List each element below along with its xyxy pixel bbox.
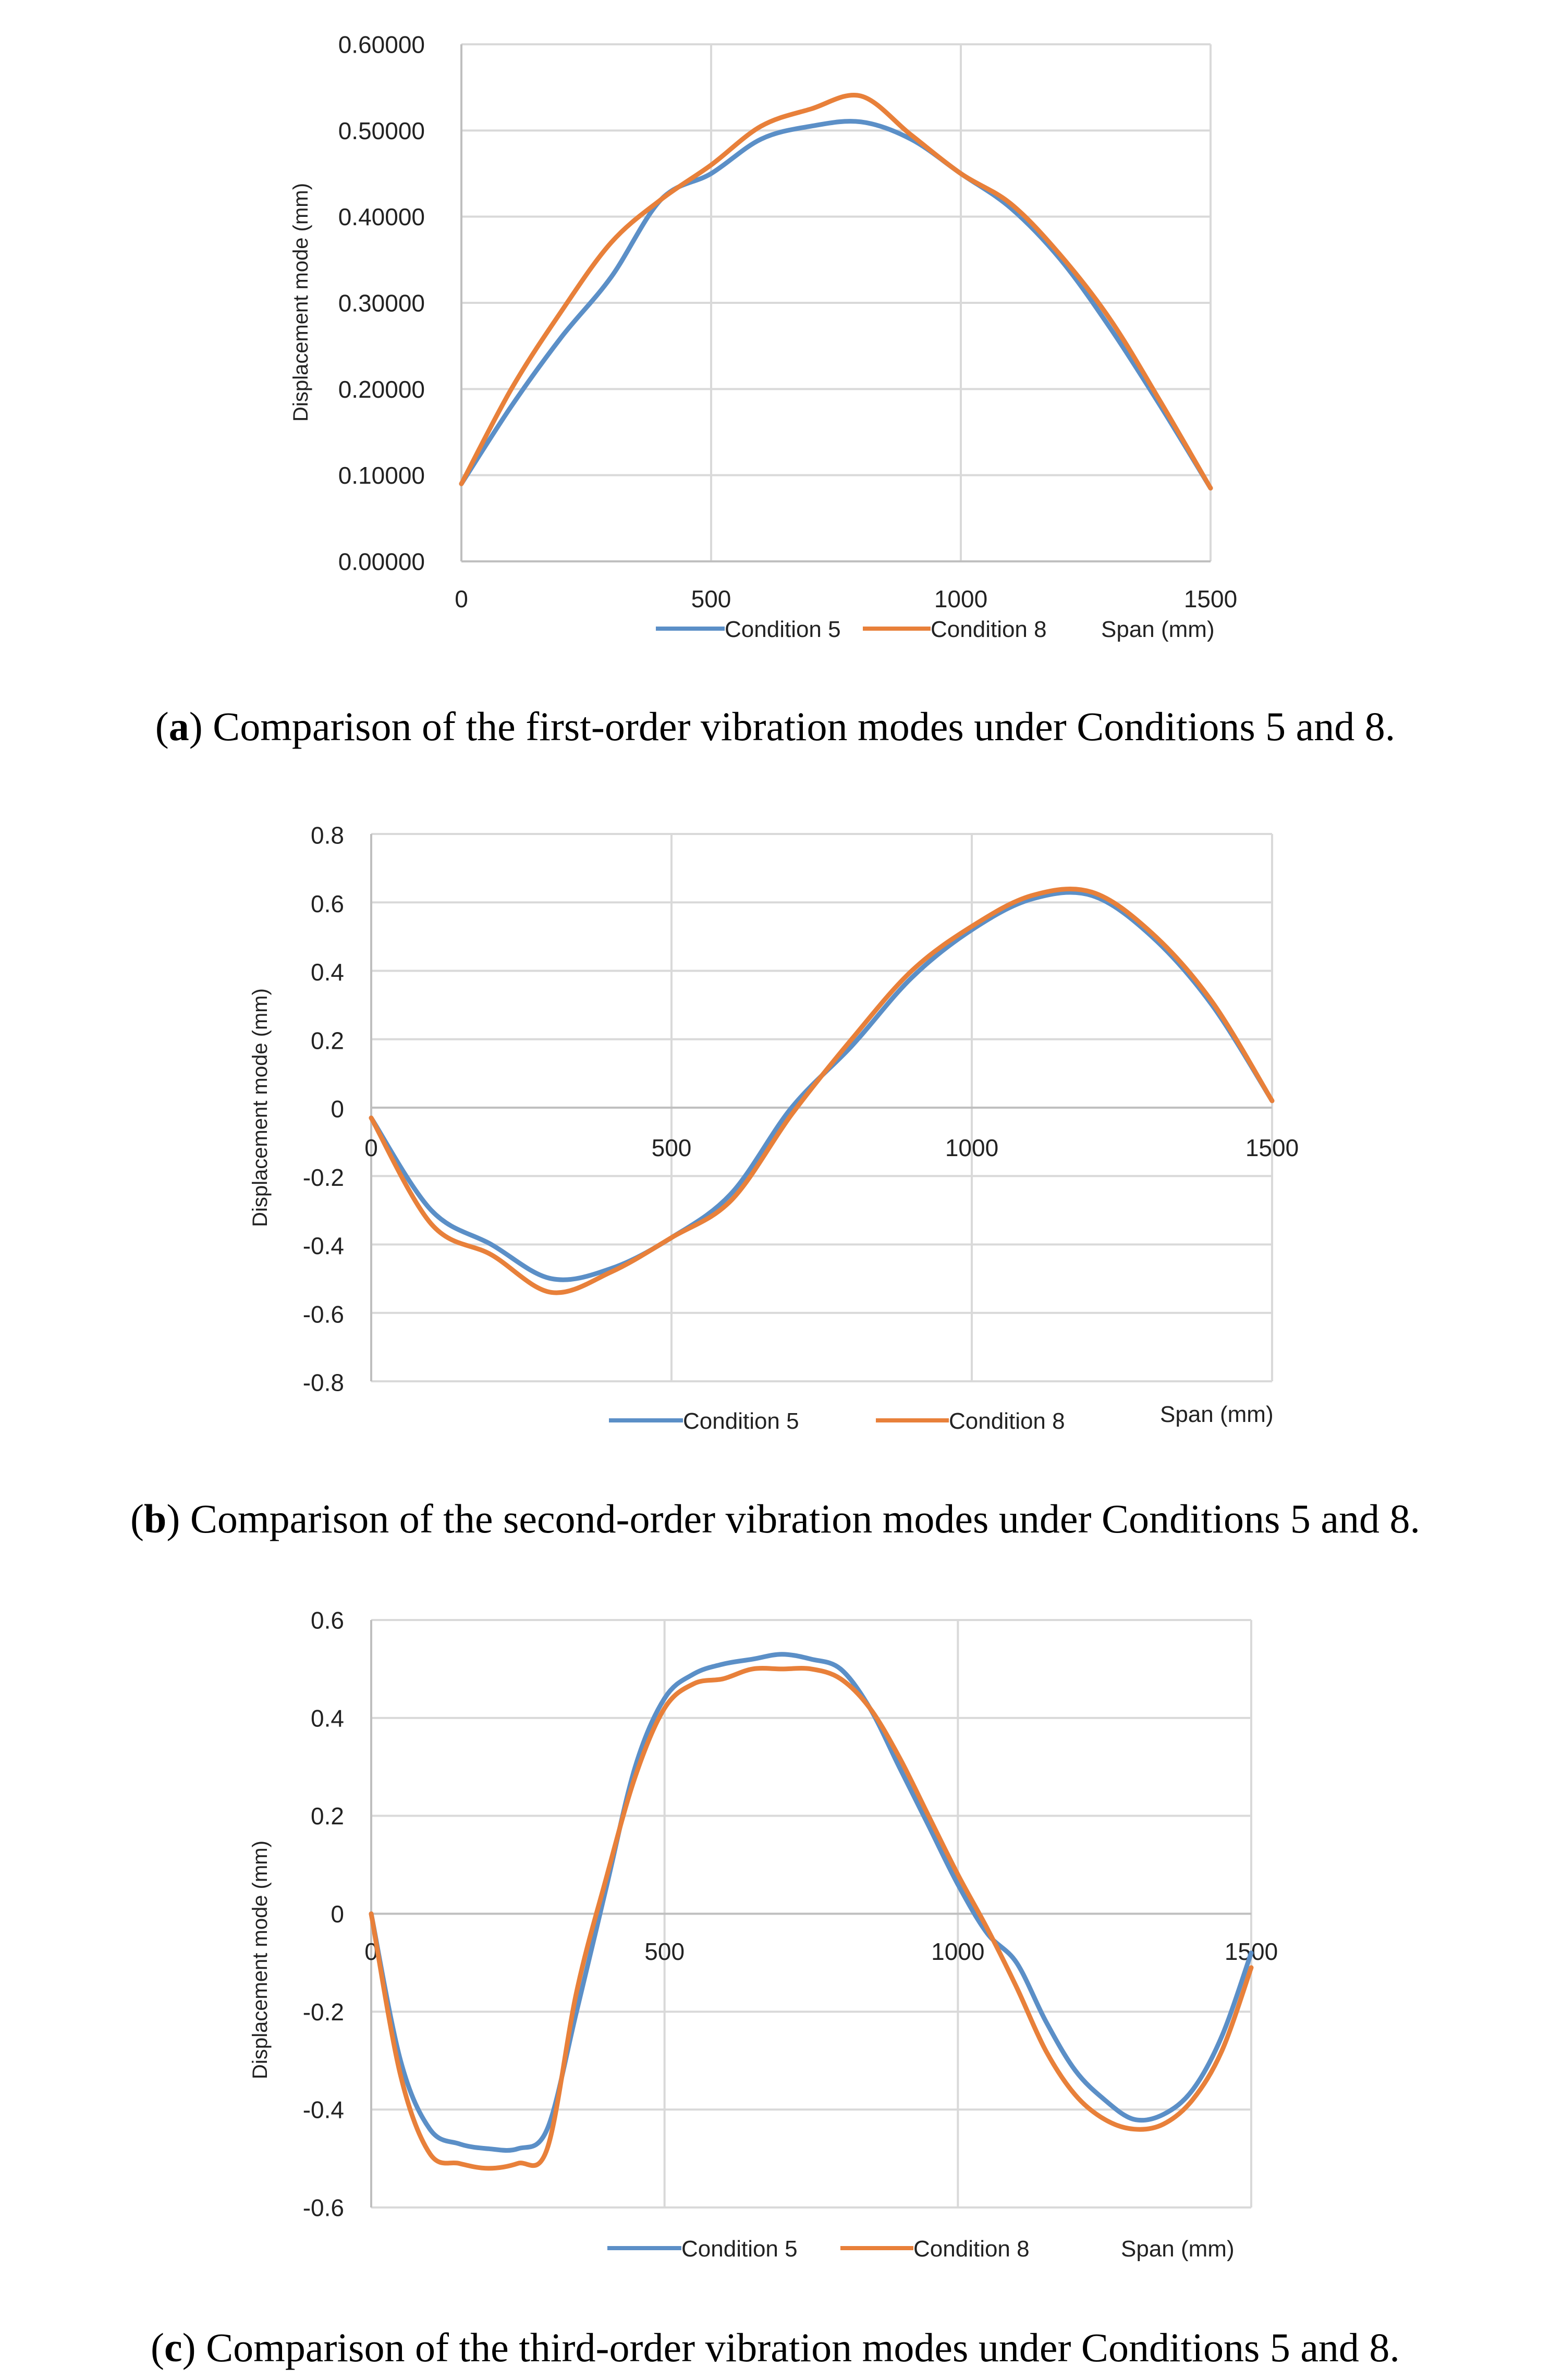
series-line-condition5 bbox=[369, 890, 1275, 1282]
y-axis-label: Displacement mode (mm) bbox=[289, 183, 312, 422]
x-axis-label: Span (mm) bbox=[1160, 1402, 1274, 1427]
legend: Condition 5 Condition 8 Span (mm) bbox=[656, 617, 1215, 642]
y-tick-label: -0.4 bbox=[303, 1232, 344, 1259]
x-tick-label: 1500 bbox=[1245, 1134, 1299, 1161]
caption-b: (b) Comparison of the second-order vibra… bbox=[130, 1496, 1420, 1541]
y-tick-label: 0 bbox=[331, 1900, 344, 1928]
x-tick-label: 500 bbox=[691, 585, 731, 612]
y-tick-label: -0.6 bbox=[303, 2194, 344, 2222]
y-axis-label: Displacement mode (mm) bbox=[249, 1841, 272, 2079]
y-tick-label: 0.60000 bbox=[338, 31, 425, 58]
legend-label-condition5: Condition 5 bbox=[683, 1408, 799, 1434]
y-tick-label: -0.6 bbox=[303, 1301, 344, 1328]
legend-label-condition5: Condition 5 bbox=[681, 2236, 798, 2262]
y-tick-label: 0.40000 bbox=[338, 203, 425, 230]
x-tick-label: 1000 bbox=[945, 1134, 998, 1161]
x-tick-label: 0 bbox=[455, 585, 468, 612]
x-tick-label: 1500 bbox=[1184, 585, 1237, 612]
y-axis-label: Displacement mode (mm) bbox=[249, 988, 272, 1227]
y-tick-label: 0.2 bbox=[311, 1802, 344, 1830]
caption-a: (a) Comparison of the first-order vibrat… bbox=[155, 704, 1396, 749]
x-tick-label: 0 bbox=[364, 1134, 378, 1161]
chart-panel-a: Displacement mode (mm) 0.00000 0.10000 0.2… bbox=[289, 31, 1237, 642]
x-tick-label: 1000 bbox=[934, 585, 987, 612]
legend-label-condition8: Condition 8 bbox=[931, 617, 1047, 642]
x-tick-label: 1000 bbox=[931, 1938, 984, 1965]
y-tick-label: -0.2 bbox=[303, 1164, 344, 1191]
chart-panel-b: Displacement mode (mm) -0.8 -0.6 -0.4 -0.2 0… bbox=[249, 822, 1299, 1434]
series-line-condition8 bbox=[459, 93, 1213, 490]
legend: Condition 5 Condition 8 Span (mm) bbox=[609, 1402, 1274, 1434]
series-line-condition8 bbox=[369, 886, 1275, 1295]
y-tick-label: 0.6 bbox=[311, 890, 344, 917]
gridlines bbox=[370, 833, 1273, 1382]
x-tick-label: 500 bbox=[652, 1134, 692, 1161]
series-line-condition5 bbox=[369, 1652, 1254, 2153]
series-line-condition5 bbox=[459, 119, 1213, 490]
y-tick-label: 0.4 bbox=[311, 1704, 344, 1732]
legend: Condition 5 Condition 8 Span (mm) bbox=[607, 2236, 1235, 2262]
x-tick-label: 500 bbox=[644, 1938, 685, 1965]
chart-panel-c: Displacement mode (mm) -0.6 -0.4 -0.2 0 0.2 0… bbox=[249, 1607, 1278, 2262]
y-tick-label: -0.2 bbox=[303, 1998, 344, 2026]
gridlines bbox=[460, 43, 1212, 562]
y-tick-label: 0 bbox=[331, 1096, 344, 1123]
y-tick-label: -0.8 bbox=[303, 1369, 344, 1396]
x-axis-label: Span (mm) bbox=[1101, 617, 1215, 642]
caption-c: (c) Comparison of the third-order vibrat… bbox=[151, 2325, 1400, 2370]
y-tick-label: -0.4 bbox=[303, 2096, 344, 2124]
y-tick-label: 0.00000 bbox=[338, 548, 425, 575]
series-line-condition8 bbox=[369, 1666, 1254, 2171]
legend-label-condition8: Condition 8 bbox=[913, 2236, 1030, 2262]
y-tick-label: 0.30000 bbox=[338, 290, 425, 317]
y-tick-label: 0.6 bbox=[311, 1607, 344, 1634]
y-tick-label: 0.10000 bbox=[338, 462, 425, 489]
legend-label-condition5: Condition 5 bbox=[725, 617, 841, 642]
gridlines bbox=[370, 1619, 1252, 2209]
y-tick-label: 0.50000 bbox=[338, 117, 425, 144]
x-axis-label: Span (mm) bbox=[1121, 2236, 1235, 2262]
y-tick-label: 0.20000 bbox=[338, 376, 425, 403]
y-tick-label: 0.2 bbox=[311, 1027, 344, 1054]
legend-label-condition8: Condition 8 bbox=[949, 1408, 1065, 1434]
y-tick-label: 0.4 bbox=[311, 959, 344, 986]
y-tick-label: 0.8 bbox=[311, 822, 344, 849]
